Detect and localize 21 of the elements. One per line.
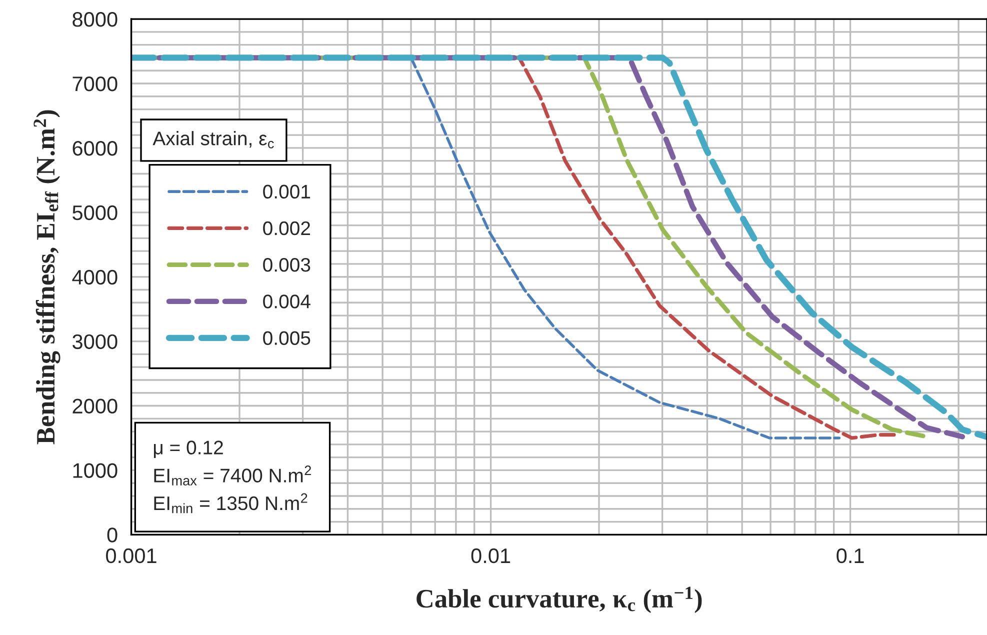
- y-axis-title: Bending stiffness, EI$_{eff}$ (N.m$^{2}$): [34, 110, 60, 444]
- y-tick-label: 7000: [72, 76, 118, 92]
- x-tick-label: 0.001: [106, 548, 156, 564]
- y-tick-label: 2000: [72, 398, 118, 414]
- text: μ = 0.12 EI$_{max}$ = 7400 N.m$^{2}$ EI$_{min}$ = 1350 N.m$^{2}$: [154, 440, 311, 514]
- y-tick-label: 8000: [72, 12, 118, 27]
- legend-label: 0.003: [263, 258, 310, 272]
- y-tick-label: 3000: [72, 334, 118, 350]
- y-tick-label: 5000: [72, 205, 118, 220]
- y-tick-label: 1000: [73, 463, 118, 478]
- x-tick-label: 0.1: [836, 548, 864, 564]
- x-axis-title: Cable curvature, κ$_{c}$ (m$^{−1}$): [416, 586, 702, 614]
- legend-title: Axial strain, ε$_{c}$: [152, 131, 274, 148]
- legend-label: 0.004: [263, 294, 310, 308]
- x-tick-label: 0.01: [471, 548, 510, 564]
- y-tick-label: 6000: [72, 140, 118, 156]
- y-tick-label: 4000: [72, 270, 118, 285]
- legend-label: 0.002: [263, 221, 310, 236]
- legend-label: 0.001: [263, 184, 310, 199]
- legend-label: 0.005: [263, 331, 310, 345]
- y-tick-label: 0: [107, 528, 118, 542]
